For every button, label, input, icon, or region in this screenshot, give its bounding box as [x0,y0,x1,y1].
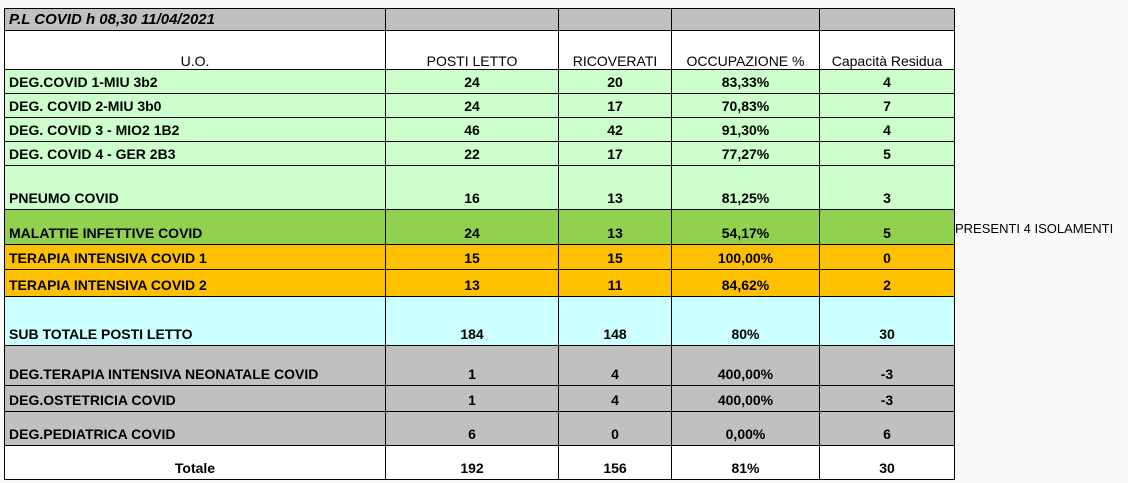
cell-uo: TERAPIA INTENSIVA COVID 2 [4,269,386,297]
cell-ricoverati: 13 [558,209,672,245]
cell-uo: DEG.TERAPIA INTENSIVA NEONATALE COVID [4,345,386,386]
cell-occ: 400,00% [671,345,820,386]
table-row: TERAPIA INTENSIVA COVID 2 13 11 84,62% 2 [4,269,955,297]
header-posti-letto: POSTI LETTO [385,30,559,70]
cell-cap: 5 [819,209,955,245]
cell-occ: 81,25% [671,165,820,210]
cell-cap: 4 [819,117,955,142]
header-occupazione: OCCUPAZIONE % [671,30,820,70]
table-row: SUB TOTALE POSTI LETTO 184 148 80% 30 [4,296,955,346]
cell-uo: PNEUMO COVID [4,165,386,210]
cell-occ: 81% [671,445,820,480]
cell-ricoverati: 15 [558,244,672,270]
cell-uo: DEG. COVID 3 - MIO2 1B2 [4,117,386,142]
cell-posti: 13 [385,269,559,297]
cell-posti: 24 [385,69,559,94]
cell-ricoverati: 13 [558,165,672,210]
cell-occ: 400,00% [671,385,820,412]
cell-occ: 84,62% [671,269,820,297]
covid-beds-table: P.L COVID h 08,30 11/04/2021 U.O. POSTI … [4,8,955,480]
cell-occ: 100,00% [671,244,820,270]
cell-uo: DEG.OSTETRICIA COVID [4,385,386,412]
cell-uo: DEG. COVID 2-MIU 3b0 [4,93,386,118]
cell-posti: 24 [385,93,559,118]
cell-ricoverati: 4 [558,345,672,386]
cell-cap: 30 [819,296,955,346]
cell-ricoverati: 20 [558,69,672,94]
cell-ricoverati: 42 [558,117,672,142]
header-row: U.O. POSTI LETTO RICOVERATI OCCUPAZIONE … [4,30,955,70]
cell-cap: 5 [819,141,955,166]
cell-occ: 83,33% [671,69,820,94]
cell-cap: 7 [819,93,955,118]
cell-uo: Totale [4,445,386,480]
cell-cap: -3 [819,385,955,412]
cell-ricoverati: 11 [558,269,672,297]
table-row: DEG.COVID 1-MIU 3b2 24 20 83,33% 4 [4,69,955,94]
cell-ricoverati: 148 [558,296,672,346]
cell-ricoverati: 4 [558,385,672,412]
cell-uo: DEG. COVID 4 - GER 2B3 [4,141,386,166]
cell-occ: 0,00% [671,411,820,446]
cell-ricoverati: 0 [558,411,672,446]
table-title: P.L COVID h 08,30 11/04/2021 [4,8,386,31]
cell-cap: 6 [819,411,955,446]
cell-cap: 4 [819,69,955,94]
table-row: DEG.TERAPIA INTENSIVA NEONATALE COVID 1 4 4… [4,345,955,386]
isolation-note: PRESENTI 4 ISOLAMENTI [955,221,1114,236]
cell-uo: SUB TOTALE POSTI LETTO [4,296,386,346]
cell-occ: 54,17% [671,209,820,245]
cell-cap: -3 [819,345,955,386]
cell-posti: 6 [385,411,559,446]
cell-ricoverati: 156 [558,445,672,480]
cell-posti: 184 [385,296,559,346]
title-row: P.L COVID h 08,30 11/04/2021 [4,8,955,31]
cell-cap: 0 [819,244,955,270]
cell-occ: 91,30% [671,117,820,142]
table-row: MALATTIE INFETTIVE COVID 24 13 54,17% 5 [4,209,955,245]
cell-ricoverati: 17 [558,141,672,166]
cell-uo: MALATTIE INFETTIVE COVID [4,209,386,245]
cell-posti: 46 [385,117,559,142]
table-row: TERAPIA INTENSIVA COVID 1 15 15 100,00% 0 [4,244,955,270]
cell-posti: 16 [385,165,559,210]
header-uo: U.O. [4,30,386,70]
table-row: DEG.OSTETRICIA COVID 1 4 400,00% -3 [4,385,955,412]
table-row: DEG.PEDIATRICA COVID 6 0 0,00% 6 [4,411,955,446]
table-row: DEG. COVID 3 - MIO2 1B2 46 42 91,30% 4 [4,117,955,142]
cell-cap: 2 [819,269,955,297]
table-row: DEG. COVID 2-MIU 3b0 24 17 70,83% 7 [4,93,955,118]
cell-occ: 80% [671,296,820,346]
cell-uo: DEG.COVID 1-MIU 3b2 [4,69,386,94]
table-row: PNEUMO COVID 16 13 81,25% 3 [4,165,955,210]
cell-posti: 1 [385,345,559,386]
cell-posti: 192 [385,445,559,480]
cell-cap: 3 [819,165,955,210]
cell-posti: 15 [385,244,559,270]
cell-cap: 30 [819,445,955,480]
cell-ricoverati: 17 [558,93,672,118]
cell-occ: 70,83% [671,93,820,118]
cell-occ: 77,27% [671,141,820,166]
cell-posti: 1 [385,385,559,412]
table-row: DEG. COVID 4 - GER 2B3 22 17 77,27% 5 [4,141,955,166]
cell-uo: DEG.PEDIATRICA COVID [4,411,386,446]
cell-posti: 22 [385,141,559,166]
header-capacita: Capacità Residua [819,30,955,70]
table-row: Totale 192 156 81% 30 [4,445,955,480]
cell-uo: TERAPIA INTENSIVA COVID 1 [4,244,386,270]
header-ricoverati: RICOVERATI [558,30,672,70]
cell-posti: 24 [385,209,559,245]
